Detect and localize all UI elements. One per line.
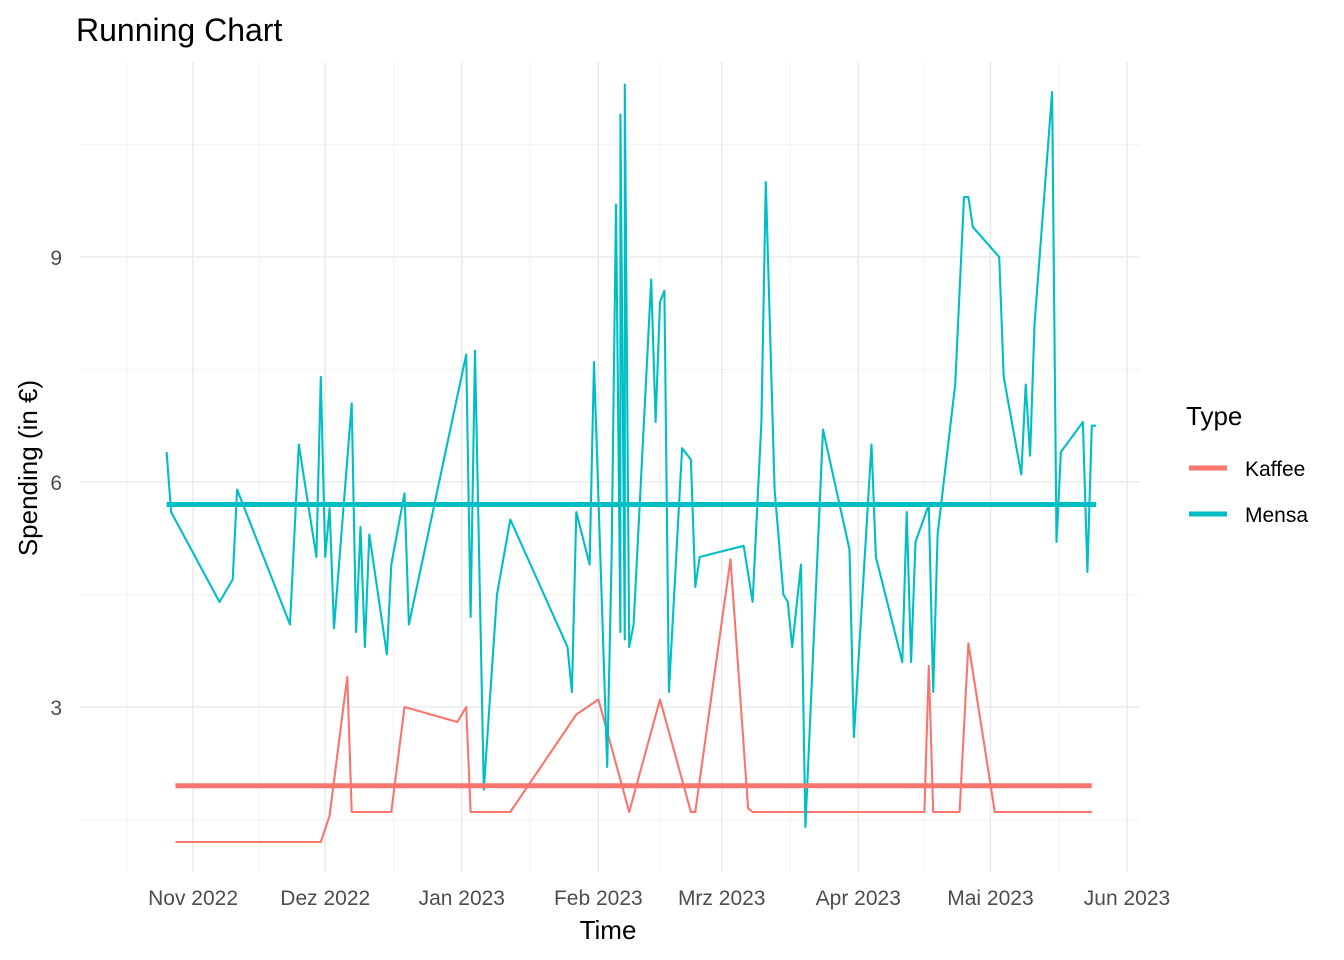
legend-label-kaffee: Kaffee bbox=[1245, 458, 1305, 481]
major-gridlines bbox=[80, 62, 1140, 872]
series-line-kaffee bbox=[175, 558, 1092, 844]
x-tick-label: Mai 2023 bbox=[947, 887, 1033, 910]
series-layer bbox=[165, 83, 1097, 844]
x-tick-label: Mrz 2023 bbox=[678, 887, 766, 910]
x-tick-label: Feb 2023 bbox=[554, 887, 643, 910]
legend-label-mensa: Mensa bbox=[1245, 504, 1308, 527]
x-tick-label: Nov 2022 bbox=[148, 887, 238, 910]
x-tick-label: Jun 2023 bbox=[1084, 887, 1170, 910]
mean-lines bbox=[166, 502, 1097, 789]
legend-title: Type bbox=[1186, 401, 1242, 431]
series-line-mensa bbox=[165, 83, 1097, 829]
y-tick-label: 6 bbox=[50, 472, 62, 495]
x-tick-label: Dez 2022 bbox=[280, 887, 370, 910]
y-axis-title: Spending (in €) bbox=[13, 380, 43, 556]
x-tick-label: Jan 2023 bbox=[419, 887, 505, 910]
x-axis-title: Time bbox=[580, 915, 637, 945]
legend: Type Kaffee Mensa bbox=[1186, 401, 1308, 527]
x-tick-label: Apr 2023 bbox=[816, 887, 901, 910]
y-tick-label: 9 bbox=[50, 247, 62, 270]
y-tick-label: 3 bbox=[50, 697, 62, 720]
minor-gridlines bbox=[80, 62, 1140, 872]
legend-items: Kaffee Mensa bbox=[1189, 458, 1308, 527]
x-axis-tick-labels: Nov 2022 Dez 2022 Jan 2023 Feb 2023 Mrz 2023… bbox=[148, 887, 1170, 910]
y-axis-tick-labels: 3 6 9 bbox=[50, 247, 62, 720]
chart-title: Running Chart bbox=[76, 12, 282, 48]
